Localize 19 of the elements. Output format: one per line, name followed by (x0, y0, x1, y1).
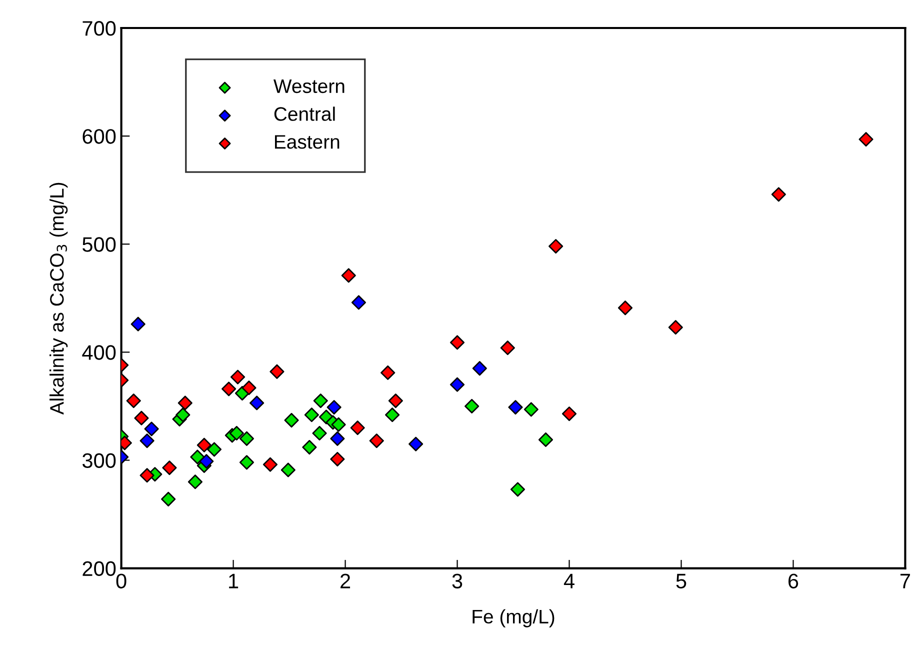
y-tick-label: 500 (82, 237, 116, 252)
x-tick-label: 6 (788, 574, 798, 588)
x-tick-label: 0 (116, 574, 126, 588)
x-tick-label: 2 (340, 574, 350, 588)
y-tick-label: 600 (82, 129, 116, 144)
y-tick-label: 700 (82, 21, 116, 36)
y-axis-title: Alkalinity as CaCO$_{3}$ (mg/L) (50, 182, 68, 415)
y-tick-label: 300 (82, 453, 116, 468)
x-tick-label: 5 (676, 574, 686, 588)
x-tick-label: 3 (452, 574, 462, 588)
legend-label: Eastern (275, 135, 340, 149)
legend-label: Central (274, 106, 335, 121)
legend-label: Western (273, 80, 344, 94)
y-tick-label: 400 (82, 345, 116, 360)
x-tick-label: 7 (900, 574, 910, 588)
y-tick-label: 200 (82, 561, 116, 576)
x-axis-title: Fe (mg/L) (472, 609, 554, 628)
x-tick-label: 1 (229, 574, 238, 588)
x-tick-label: 4 (564, 574, 574, 588)
